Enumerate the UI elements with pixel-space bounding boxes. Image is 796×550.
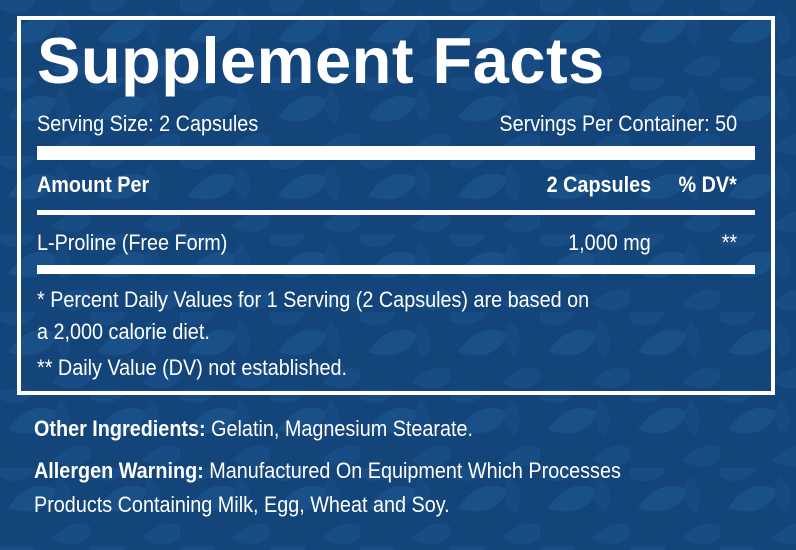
ingredient-amount: 1,000 mg (568, 230, 651, 255)
panel-title: Supplement Facts (37, 24, 605, 97)
other-ingredients-label: Other Ingredients: (34, 416, 206, 441)
footnote: ** Daily Value (DV) not established. (37, 355, 347, 380)
allergen-warning-label: Allergen Warning: (34, 458, 204, 483)
medium-divider (37, 265, 755, 274)
amount-header-row: Amount Per 2 Capsules % DV* (37, 172, 737, 198)
ingredient-dv: ** (721, 230, 737, 255)
thin-divider (37, 210, 755, 215)
allergen-warning: Allergen Warning: Manufactured On Equipm… (34, 454, 621, 488)
ingredient-name: L-Proline (Free Form) (37, 230, 228, 255)
serving-size: Serving Size: 2 Capsules (37, 111, 259, 136)
allergen-warning-text: Manufactured On Equipment Which Processe… (203, 458, 621, 483)
dv-column-header: % DV* (678, 172, 737, 197)
other-ingredients-text: Gelatin, Magnesium Stearate. (205, 416, 474, 441)
serving-column-header: 2 Capsules (546, 172, 651, 197)
footnote: * Percent Daily Values for 1 Serving (2 … (37, 287, 590, 312)
servings-per-container: Servings Per Container: 50 (499, 111, 737, 136)
other-ingredients: Other Ingredients: Gelatin, Magnesium St… (34, 412, 473, 446)
footnote: a 2,000 calorie diet. (37, 319, 210, 344)
amount-per-label: Amount Per (37, 172, 150, 197)
allergen-warning-continued: Products Containing Milk, Egg, Wheat and… (34, 492, 450, 517)
thick-divider (37, 146, 755, 160)
ingredient-row: L-Proline (Free Form) 1,000 mg ** (37, 230, 737, 256)
supplement-facts-panel: Supplement Facts Serving Size: 2 Capsule… (17, 16, 775, 395)
